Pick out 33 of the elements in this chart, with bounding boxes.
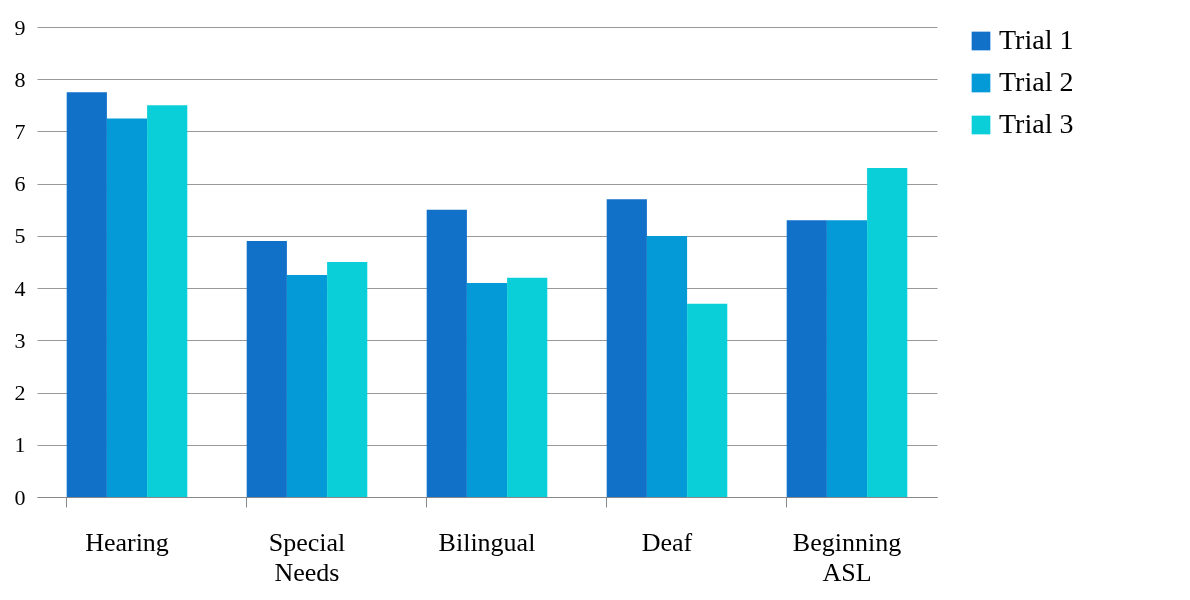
y-tick-label: 3 bbox=[14, 327, 26, 353]
y-tick-label: 9 bbox=[14, 14, 26, 40]
bar bbox=[106, 118, 148, 497]
y-tick-label: 1 bbox=[14, 432, 26, 458]
bar bbox=[867, 168, 908, 497]
y-tick-label: 7 bbox=[14, 118, 26, 144]
y-tick-label: 2 bbox=[14, 380, 26, 406]
bar bbox=[66, 92, 107, 497]
x-tick-label: Deaf bbox=[641, 527, 693, 557]
bar bbox=[147, 105, 188, 497]
y-tick-label: 4 bbox=[14, 275, 26, 301]
x-tick-label: Special Needs bbox=[268, 527, 346, 587]
y-tick-label: 0 bbox=[14, 484, 26, 510]
bar bbox=[466, 282, 508, 497]
y-tick-label: 6 bbox=[14, 171, 26, 197]
bar bbox=[507, 277, 548, 497]
bar bbox=[286, 275, 328, 497]
y-tick-label: 8 bbox=[14, 66, 26, 92]
y-tick-label: 5 bbox=[14, 223, 26, 249]
x-tick-label: Beginning ASL bbox=[792, 527, 902, 587]
x-tick-label: Hearing bbox=[85, 527, 169, 557]
bar bbox=[246, 241, 287, 497]
x-tick-label: Bilingual bbox=[438, 527, 536, 557]
bar bbox=[606, 199, 647, 497]
legend-label: Trial 2 bbox=[999, 66, 1074, 97]
bar bbox=[826, 220, 868, 497]
legend-label: Trial 3 bbox=[999, 108, 1074, 139]
bar bbox=[646, 235, 688, 497]
bar bbox=[327, 262, 368, 497]
bar bbox=[786, 220, 827, 497]
bar bbox=[687, 303, 728, 497]
legend-label: Trial 1 bbox=[999, 24, 1074, 55]
bar bbox=[426, 209, 467, 497]
